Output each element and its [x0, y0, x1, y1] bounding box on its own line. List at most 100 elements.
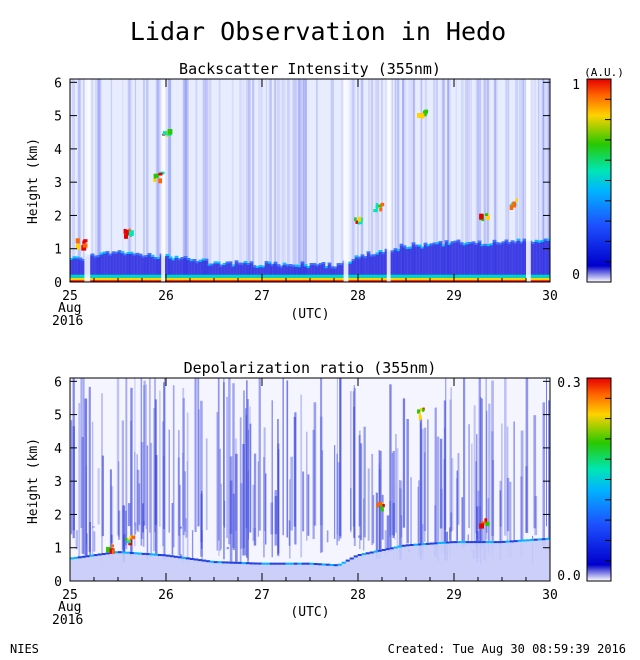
depolarization-lower-layer — [481, 541, 487, 581]
depolarization-speckle-column — [392, 502, 395, 538]
backscatter-layer-edge — [363, 256, 368, 259]
backscatter-layer-edge — [315, 264, 320, 267]
backscatter-patch-cell — [75, 244, 80, 250]
backscatter-layer-column — [237, 262, 242, 276]
depolarization-lower-layer — [197, 559, 203, 581]
backscatter-streak — [122, 79, 124, 282]
backscatter-patch-cell — [154, 173, 159, 179]
depolarization-speckle-column — [234, 438, 237, 531]
backscatter-layer-edge — [465, 242, 470, 245]
backscatter-layer-column — [168, 256, 173, 276]
depolarization-lower-layer-edge — [433, 542, 439, 545]
backscatter-streak — [298, 79, 300, 282]
backscatter-layer-edge — [189, 259, 194, 262]
backscatter-streak — [357, 79, 359, 282]
depolarization-lower-layer-edge — [317, 563, 323, 566]
depolarization-lower-layer — [117, 551, 123, 581]
backscatter-layer-column — [174, 255, 179, 277]
backscatter-layer-column — [102, 251, 107, 276]
depolarization-speckle-column — [491, 459, 495, 546]
depolarization-lower-layer — [77, 556, 83, 581]
backscatter-streak — [165, 79, 169, 282]
backscatter-streak — [505, 79, 508, 282]
depolarization-speckle-column — [337, 462, 340, 541]
depolarization-lower-layer — [89, 554, 95, 581]
depolarization-lower-layer — [213, 561, 219, 581]
depolarization-speckle-column — [391, 452, 394, 535]
backscatter-streak — [537, 79, 542, 282]
backscatter-layer-edge — [516, 238, 521, 241]
backscatter-layer-column — [186, 258, 191, 277]
backscatter-layer-edge — [171, 258, 176, 261]
depolarization-speckle-column — [226, 396, 228, 539]
depolarization-lower-layer-edge — [249, 562, 255, 565]
backscatter-patch-cell — [417, 113, 422, 118]
depolarization-speckle-column — [82, 378, 85, 555]
backscatter-streak — [231, 79, 234, 282]
depolarization-lower-layer — [509, 540, 515, 581]
depolarization-lower-layer-edge — [277, 562, 283, 565]
depolarization-lower-layer — [525, 539, 531, 581]
backscatter-layer-edge — [399, 243, 404, 246]
backscatter-streak — [403, 79, 407, 282]
backscatter-layer-column — [198, 259, 203, 276]
backscatter-layer-edge — [99, 252, 104, 255]
backscatter-layer-column — [327, 262, 332, 276]
backscatter-layer-edge — [105, 251, 110, 254]
depolarization-speckle-column — [302, 471, 305, 532]
backscatter-layer-edge — [147, 253, 152, 256]
depolarization-speckle-column — [353, 406, 355, 538]
backscatter-layer-edge — [360, 254, 365, 257]
backscatter-layer-column — [354, 255, 359, 276]
backscatter-streak — [448, 79, 451, 282]
depolarization-lower-layer-edge — [145, 553, 151, 556]
depolarization-lower-layer-edge — [125, 551, 131, 554]
backscatter-streak — [275, 79, 277, 282]
depolarization-lower-layer-edge — [437, 542, 443, 544]
depolarization-speckle-column — [386, 515, 390, 550]
depolarization-lower-layer-edge — [525, 539, 531, 542]
backscatter-y-tick-label: 5 — [54, 110, 62, 125]
backscatter-layer-column — [171, 258, 176, 276]
backscatter-streak — [202, 79, 206, 282]
depolarization-lower-layer — [145, 553, 151, 581]
depolarization-lower-layer-edge — [301, 562, 307, 565]
depolarization-lower-layer-edge — [165, 554, 171, 557]
backscatter-layer-column — [384, 248, 389, 276]
depolarization-lower-layer-edge — [333, 564, 339, 567]
depolarization-lower-layer-edge — [429, 542, 435, 545]
depolarization-lower-layer — [353, 555, 359, 581]
depolarization-speckle-column — [307, 474, 310, 536]
depolarization-lower-layer — [313, 563, 319, 581]
backscatter-patch-cell — [124, 234, 128, 239]
depolarization-y-tick-label: 1 — [54, 542, 62, 557]
depolarization-patch-cell — [111, 549, 115, 555]
backscatter-layer-edge — [285, 264, 290, 267]
backscatter-streak — [252, 79, 255, 282]
backscatter-layer-column — [72, 256, 77, 276]
depolarization-lower-layer — [81, 555, 87, 581]
backscatter-layer-column — [126, 252, 131, 276]
depolarization-lower-layer-edge — [261, 562, 267, 565]
backscatter-layer-column — [480, 244, 485, 276]
backscatter-layer-edge — [339, 263, 344, 266]
depolarization-lower-layer — [149, 553, 155, 581]
depolarization-y-label: Height (km) — [26, 438, 41, 524]
depolarization-speckle-column — [186, 461, 188, 537]
depolarization-lower-layer-edge — [221, 561, 227, 564]
backscatter-streak — [281, 79, 284, 282]
depolarization-lower-layer — [501, 540, 507, 581]
depolarization-speckle-column — [378, 450, 381, 553]
depolarization-speckle-column — [198, 409, 200, 526]
backscatter-patch-cell — [82, 240, 86, 246]
depolarization-lower-layer-edge — [465, 541, 471, 544]
backscatter-streak — [361, 79, 364, 282]
depolarization-speckle-column — [410, 477, 412, 545]
backscatter-streak — [248, 79, 251, 282]
backscatter-y-label: Height (km) — [26, 138, 41, 224]
depolarization-y-tick-label: 3 — [54, 475, 62, 490]
depolarization-speckle-column — [168, 429, 170, 533]
backscatter-heatmap — [69, 79, 551, 282]
depolarization-lower-layer — [153, 553, 159, 581]
